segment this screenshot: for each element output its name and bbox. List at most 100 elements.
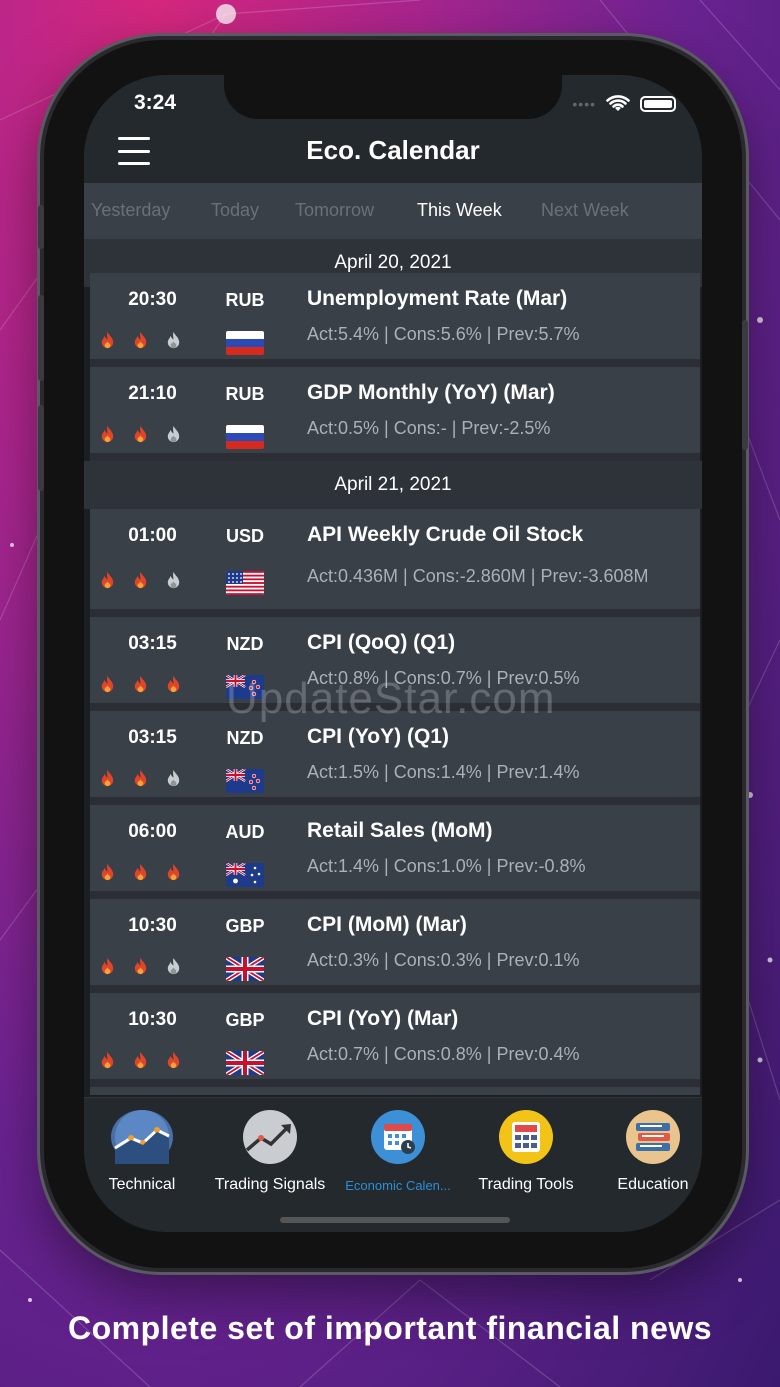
event-time: 20:30	[128, 289, 177, 310]
event-row[interactable]: 03:15 NZD CPI (YoY) (Q1) Act:1.5% | Cons:1.…	[90, 711, 700, 805]
event-name: GDP Monthly (YoY) (Mar)	[307, 381, 555, 404]
event-time: 21:10	[128, 383, 177, 404]
event-time: 01:00	[128, 525, 177, 546]
app-header: Eco. Calendar	[84, 119, 702, 183]
flame-active-icon	[98, 571, 117, 595]
event-values: Act:1.5% | Cons:1.4% | Prev:1.4%	[307, 762, 580, 782]
event-currency: NZD	[226, 634, 264, 654]
usa-flag-icon	[226, 571, 264, 595]
tabbar-economic-calendar[interactable]: Economic Calen...	[336, 1110, 460, 1193]
watermark: UpdateStar.com	[226, 674, 556, 723]
tabbar-trading-tools[interactable]: Trading Tools	[464, 1110, 588, 1194]
event-values: Act:0.436M | Cons:-2.860M | Prev:-3.608M	[307, 566, 649, 586]
flame-active-icon	[131, 863, 150, 887]
tabbar-label: Education	[617, 1176, 689, 1193]
flame-inactive-icon	[164, 957, 183, 981]
event-name: Unemployment Rate (Mar)	[307, 287, 568, 310]
home-indicator	[280, 1217, 510, 1223]
calendar-list[interactable]: April 20, 2021 20:30 RUB Unemployment Rate …	[84, 239, 702, 1097]
flame-active-icon	[131, 769, 150, 793]
date-header: April 21, 2021	[84, 461, 702, 509]
event-row[interactable]: 06:00 AUD Retail Sales (MoM) Act:1.4% | Con…	[90, 805, 700, 899]
uk-flag-icon	[226, 1051, 264, 1075]
tab-this-week[interactable]: This Week	[417, 200, 502, 220]
event-values: Act:0.5% | Cons:- | Prev:-2.5%	[307, 418, 551, 438]
event-currency: RUB	[225, 290, 265, 310]
tabbar-label: Trading Tools	[478, 1176, 574, 1193]
uk-flag-icon	[226, 957, 264, 981]
tabbar-education[interactable]: Education	[591, 1110, 702, 1194]
event-values: Act:0.7% | Cons:0.8% | Prev:0.4%	[307, 1044, 580, 1064]
flame-inactive-icon	[164, 769, 183, 793]
period-tabs: Yesterday Today Tomorrow This Week Next …	[84, 183, 702, 239]
flame-active-icon	[98, 957, 117, 981]
event-currency: AUD	[225, 822, 265, 842]
impact-flames	[98, 957, 183, 981]
tab-today[interactable]: Today	[211, 200, 260, 220]
impact-flames	[98, 1051, 183, 1075]
event-row[interactable]	[90, 1087, 700, 1095]
event-time: 03:15	[128, 727, 177, 748]
hamburger-menu-icon[interactable]	[118, 137, 150, 165]
tabbar-trading-signals[interactable]: Trading Signals	[208, 1110, 332, 1194]
flame-active-icon	[98, 1051, 117, 1075]
event-values: Act:1.4% | Cons:1.0% | Prev:-0.8%	[307, 856, 586, 876]
flame-active-icon	[98, 863, 117, 887]
impact-flames	[98, 769, 183, 793]
impact-flames	[98, 571, 183, 595]
nz-flag-icon	[226, 769, 264, 793]
flame-active-icon	[98, 425, 117, 449]
app-screen: 3:24 •••• Eco. Calendar Yesterday Today …	[84, 75, 702, 1232]
event-currency: USD	[225, 526, 264, 546]
tab-next-week[interactable]: Next Week	[541, 200, 629, 220]
wifi-icon	[606, 95, 630, 111]
event-values: Act:5.4% | Cons:5.6% | Prev:5.7%	[307, 324, 580, 344]
flame-active-icon	[98, 331, 117, 355]
flame-active-icon	[131, 331, 150, 355]
flame-active-icon	[164, 863, 183, 887]
bottom-tab-bar: Technical Trading Signals Economic Calen…	[84, 1097, 702, 1232]
tab-yesterday[interactable]: Yesterday	[91, 200, 171, 220]
event-row[interactable]: 20:30 RUB Unemployment Rate (Mar) Act:5.4% …	[90, 273, 700, 367]
event-currency: NZD	[226, 728, 264, 748]
flame-inactive-icon	[164, 571, 183, 595]
event-row[interactable]: 01:00 USD API Weekly Crude Oil Stock Act:0.…	[90, 509, 700, 617]
flame-active-icon	[131, 1051, 150, 1075]
chart-line-icon	[111, 1110, 173, 1164]
event-name: API Weekly Crude Oil Stock	[307, 523, 584, 546]
mute-switch	[38, 205, 44, 249]
volume-up-button	[38, 295, 44, 381]
event-row[interactable]: 10:30 GBP CPI (YoY) (Mar) Act:0.7% | Cons:0…	[90, 993, 700, 1087]
event-row[interactable]: 10:30 GBP CPI (MoM) (Mar) Act:0.3% | Cons:0…	[90, 899, 700, 993]
page-title: Eco. Calendar	[306, 135, 480, 165]
event-currency: RUB	[225, 384, 265, 404]
event-name: CPI (YoY) (Q1)	[307, 725, 449, 748]
event-row[interactable]: 21:10 RUB GDP Monthly (YoY) (Mar) Act:0.5% …	[90, 367, 700, 461]
trend-arrow-icon	[239, 1110, 301, 1164]
event-name: CPI (QoQ) (Q1)	[307, 631, 456, 654]
calendar-icon	[367, 1110, 429, 1164]
volume-down-button	[38, 405, 44, 491]
event-values: Act:0.8% | Cons:0.7% | Prev:0.5%	[307, 668, 580, 688]
event-time: 10:30	[128, 915, 177, 936]
flame-active-icon	[131, 675, 150, 699]
event-values: Act:0.3% | Cons:0.3% | Prev:0.1%	[307, 950, 580, 970]
calculator-icon	[495, 1110, 557, 1164]
event-name: CPI (YoY) (Mar)	[307, 1007, 459, 1030]
tab-tomorrow[interactable]: Tomorrow	[295, 200, 375, 220]
power-button	[742, 320, 748, 450]
event-time: 03:15	[128, 633, 177, 654]
battery-icon	[640, 96, 676, 112]
flame-active-icon	[131, 425, 150, 449]
tabbar-technical[interactable]: Technical	[84, 1110, 204, 1194]
impact-flames	[98, 675, 183, 699]
event-row[interactable]: 03:15 NZD CPI (QoQ) (Q1) Act:0.8% | Cons:0.…	[90, 617, 700, 711]
tabbar-label: Economic Calen...	[345, 1178, 451, 1193]
event-currency: GBP	[225, 916, 265, 936]
status-icons: ••••	[572, 95, 676, 113]
russia-flag-icon	[226, 331, 264, 355]
event-name: CPI (MoM) (Mar)	[307, 913, 467, 936]
notch	[224, 75, 562, 119]
event-currency: GBP	[225, 1010, 265, 1030]
impact-flames	[98, 331, 183, 355]
